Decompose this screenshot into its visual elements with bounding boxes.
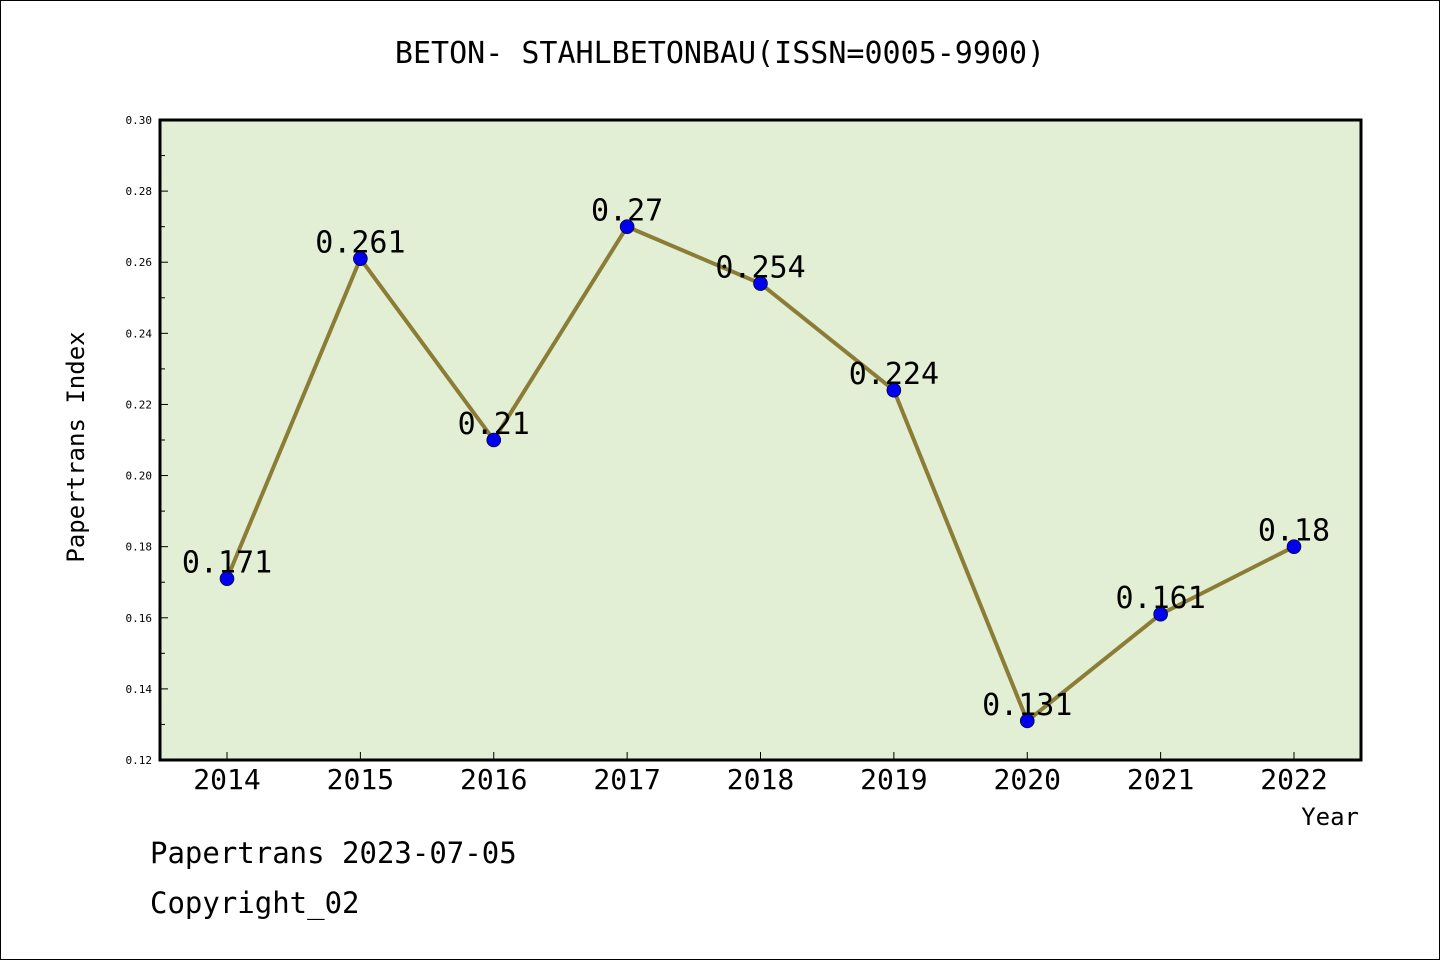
x-tick-label: 2015 <box>327 763 394 796</box>
y-tick-label: 0.14 <box>126 683 153 696</box>
data-label: 0.171 <box>182 546 272 581</box>
data-point <box>1153 606 1168 622</box>
data-point <box>619 219 635 234</box>
data-label: 0.131 <box>982 688 1072 723</box>
y-tick-label: 0.22 <box>126 398 153 411</box>
y-tick-label: 0.18 <box>126 541 153 554</box>
x-axis: 2014 2015 2016 2017 2018 2019 2020 2021 2022 <box>193 752 1328 796</box>
y-tick-label: 0.30 <box>126 114 153 127</box>
x-tick-label: 2020 <box>994 763 1061 796</box>
data-point <box>486 432 502 448</box>
y-tick-label: 0.26 <box>126 256 153 269</box>
x-tick-label: 2021 <box>1127 763 1194 796</box>
y-tick-label: 0.12 <box>126 754 153 767</box>
y-tick-label: 0.16 <box>126 612 153 625</box>
chart-title: BETON- STAHLBETONBAU(ISSN=0005-9900) <box>394 36 1046 71</box>
x-tick-label: 2017 <box>593 763 660 796</box>
data-point <box>1019 713 1035 729</box>
y-axis: 0.12 0.14 0.16 0.18 0.20 0.22 0.24 0.26 0.28 0.30 <box>126 114 168 767</box>
data-label: 0.224 <box>849 357 939 392</box>
data-label: 0.161 <box>1115 581 1205 616</box>
data-point <box>753 276 768 291</box>
y-tick-label: 0.28 <box>126 185 153 198</box>
x-tick-label: 2019 <box>860 763 927 796</box>
x-axis-label: Year <box>1301 803 1359 831</box>
data-label: 0.27 <box>591 194 663 229</box>
data-label: 0.261 <box>315 226 405 261</box>
x-tick-label: 2022 <box>1260 763 1327 796</box>
data-point <box>1286 539 1302 554</box>
x-tick-label: 2018 <box>727 763 794 796</box>
footer-date: Papertrans 2023-07-05 <box>150 836 517 870</box>
y-tick-label: 0.24 <box>126 327 153 340</box>
plot-area <box>158 118 1363 762</box>
x-tick-label: 2016 <box>460 763 527 796</box>
data-label-layer: 0.171 0.261 0.21 0.27 0.254 0.224 0.131 0.161 0.… <box>182 194 1330 723</box>
y-axis-label: Papertrans Index <box>62 331 90 562</box>
series-layer <box>219 219 1302 729</box>
data-point <box>353 251 368 266</box>
x-tick-label: 2014 <box>193 763 260 796</box>
data-point <box>886 382 902 398</box>
y-tick-label: 0.20 <box>126 470 153 483</box>
footer-copyright: Copyright_02 <box>150 886 360 920</box>
data-label: 0.18 <box>1258 514 1330 549</box>
data-label: 0.254 <box>715 251 805 286</box>
data-point <box>219 571 235 586</box>
data-label: 0.21 <box>458 407 530 442</box>
